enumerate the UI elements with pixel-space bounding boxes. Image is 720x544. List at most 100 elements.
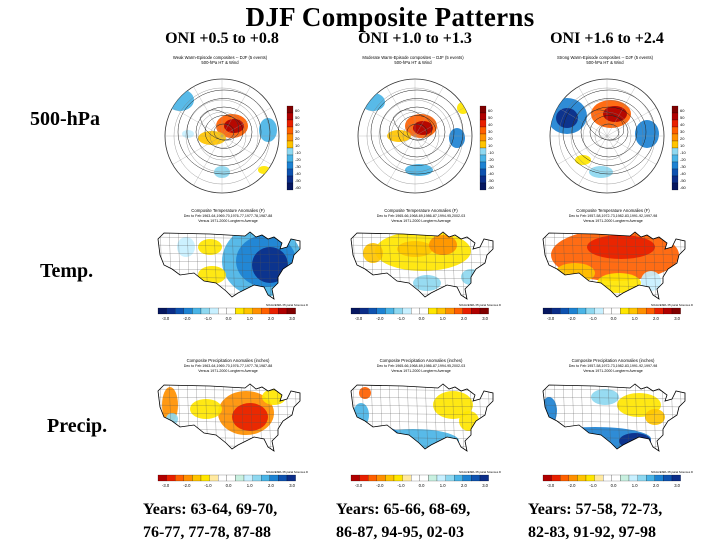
hgt-colorbar-cell (286, 105, 294, 114)
hgt-colorbar-cell (479, 133, 487, 142)
years-moderate-line2: 86-87, 94-95, 02-03 (336, 524, 464, 541)
hgt-subcaption-strong: 500-hPa HT & Wind (586, 60, 624, 65)
precip-colorbar-cell (200, 474, 210, 482)
years-weak: Years: 63-64, 69-70, 76-77, 77-78, 87-88 (143, 498, 333, 544)
hgt-colorbar-tick: 50 (680, 115, 685, 120)
hgt-colorbar-tick: -20 (488, 157, 495, 162)
precip-colorbar-cell (261, 474, 270, 482)
column-header-weak: ONI +0.5 to +0.8 (165, 30, 279, 47)
temp-colorbar-tick: -3.0 (355, 316, 363, 321)
precip-colorbar-cell (402, 474, 412, 482)
hgt-colorbar-tick: -60 (680, 185, 687, 190)
hgt-colorbar-tick: 30 (680, 129, 685, 134)
temp-colorbar-cell (436, 307, 446, 315)
hgt-colorbar-tick: 10 (680, 143, 685, 148)
precip-subcaption-strong: Dec to Feb 1957-58,1972-73,1982-83,1991-… (569, 364, 658, 368)
precip-caption-moderate: Composite Precipitation Anomalies (inche… (380, 358, 463, 363)
usa-outline (350, 231, 494, 300)
hgt-colorbar-cell (671, 112, 679, 121)
precip-colorbar-cell (585, 474, 595, 482)
hgt-colorbar-tick: 20 (488, 136, 493, 141)
row-label-500hpa: 500-hPa (30, 108, 100, 130)
hgt-caption-strong: Strong Warm-Episode composites -- DJF (5… (557, 55, 654, 60)
hgt-colorbar-cell (286, 168, 294, 177)
precip-colorbar-tick: 3.0 (674, 483, 680, 488)
hgt-colorbar-tick: 10 (295, 143, 300, 148)
hgt-colorbar-tick: -50 (295, 178, 302, 183)
precip-colorbar-cell (175, 474, 184, 482)
temp-subcaption-weak: Dec to Feb 1963-64,1969-70,1976-77,1977-… (184, 214, 273, 218)
hgt-colorbar-cell (479, 168, 487, 177)
precip-colorbar-cell (663, 474, 673, 482)
precip-colorbar-cell (350, 474, 360, 482)
temp-colorbar-cell (646, 307, 655, 315)
hgt-colorbar-cell (479, 175, 487, 184)
hgt-colorbar-tick: -10 (488, 150, 495, 155)
hgt-colorbar-tick: -60 (295, 185, 302, 190)
temp-colorbar-cell (454, 307, 463, 315)
precip-subcaption-weak: Dec to Feb 1963-64,1969-70,1976-77,1977-… (184, 364, 273, 368)
usa-outline (157, 231, 301, 300)
hgt-colorbar-cell (479, 147, 487, 156)
row-label-temp: Temp. (40, 260, 94, 282)
hgt-colorbar-cell (671, 154, 679, 163)
temp-caption-weak: Composite Temperature Anomalies (F) (191, 208, 265, 213)
precip-colorbar-cell (428, 474, 438, 482)
years-moderate-line1: Years: 65-66, 68-69, (336, 501, 471, 518)
years-weak-line1: Years: 63-64, 69-70, (143, 501, 278, 518)
temp-caption-moderate: Composite Temperature Anomalies (F) (384, 208, 458, 213)
hgt-subcaption-weak: 500-hPa HT & Wind (201, 60, 239, 65)
hgt-colorbar-cell (286, 126, 294, 135)
hgt-colorbar-cell (671, 133, 679, 142)
column-header-moderate: ONI +1.0 to +1.3 (358, 30, 472, 47)
precip-colorbar-cell (252, 474, 262, 482)
precip-colorbar-tick: -1.0 (204, 483, 212, 488)
hgt-colorbar-tick: 10 (488, 143, 493, 148)
precip-colorbar-cell (603, 474, 612, 482)
hgt-colorbar-tick: -40 (488, 171, 495, 176)
hgt-colorbar-tick: -30 (488, 164, 495, 169)
hgt-caption-weak: Weak Warm-Episode composites -- DJF (5 e… (173, 55, 268, 60)
usa-outline (542, 231, 686, 300)
temp-colorbar-cell (278, 307, 288, 315)
precip-colorbar-cell (359, 474, 369, 482)
temp-credit: NOAA/ESRL Physical Sciences Division (651, 303, 693, 307)
temp-caption-strong: Composite Temperature Anomalies (F) (576, 208, 650, 213)
hgt-colorbar-cell (286, 119, 294, 128)
temp-colorbar-tick: -3.0 (547, 316, 555, 321)
precip-colorbar-tick: -3.0 (547, 483, 555, 488)
temp-colorbar-cell (479, 307, 489, 315)
temp-map-moderate: Composite Temperature Anomalies (F)Dec t… (350, 208, 501, 321)
usa-outline (542, 383, 686, 452)
temp-colorbar-cell (402, 307, 412, 315)
precip-caption-strong: Composite Precipitation Anomalies (inche… (572, 358, 655, 363)
temp-subcaption-strong: Dec to Feb 1957-58,1972-73,1982-83,1991-… (569, 214, 658, 218)
temp-colorbar-cell (157, 307, 167, 315)
temp-colorbar-cell (620, 307, 630, 315)
temp-colorbar-cell (594, 307, 604, 315)
years-weak-line2: 76-77, 77-78, 87-88 (143, 524, 271, 541)
temp-colorbar-cell (542, 307, 552, 315)
hgt-colorbar-cell (479, 112, 487, 121)
hgt-colorbar-cell (286, 133, 294, 142)
temp-colorbar-cell (385, 307, 395, 315)
precip-colorbar-cell (411, 474, 420, 482)
years-strong: Years: 57-58, 72-73, 82-83, 91-92, 97-98 (528, 498, 718, 544)
hgt-colorbar-cell (671, 126, 679, 135)
precip-colorbar-cell (577, 474, 587, 482)
hgt-colorbar-cell (286, 140, 294, 149)
hgt-subcaption-moderate: 500-hPa HT & Wind (394, 60, 432, 65)
precip-colorbar-cell (671, 474, 681, 482)
temp-colorbar-cell (226, 307, 236, 315)
temp-colorbar-cell (577, 307, 587, 315)
hgt-colorbar-tick: -40 (680, 171, 687, 176)
hgt-colorbar-cell (479, 119, 487, 128)
precip-colorbar-cell (646, 474, 655, 482)
temp-colorbar-cell (471, 307, 481, 315)
hgt-colorbar-tick: 40 (295, 122, 300, 127)
hgt-colorbar-tick: 50 (488, 115, 493, 120)
precip-credit: NOAA/ESRL Physical Sciences Division (651, 470, 693, 474)
precip-colorbar-cell (471, 474, 481, 482)
temp-colorbar-cell (419, 307, 429, 315)
hgt-colorbar-cell (479, 161, 487, 170)
